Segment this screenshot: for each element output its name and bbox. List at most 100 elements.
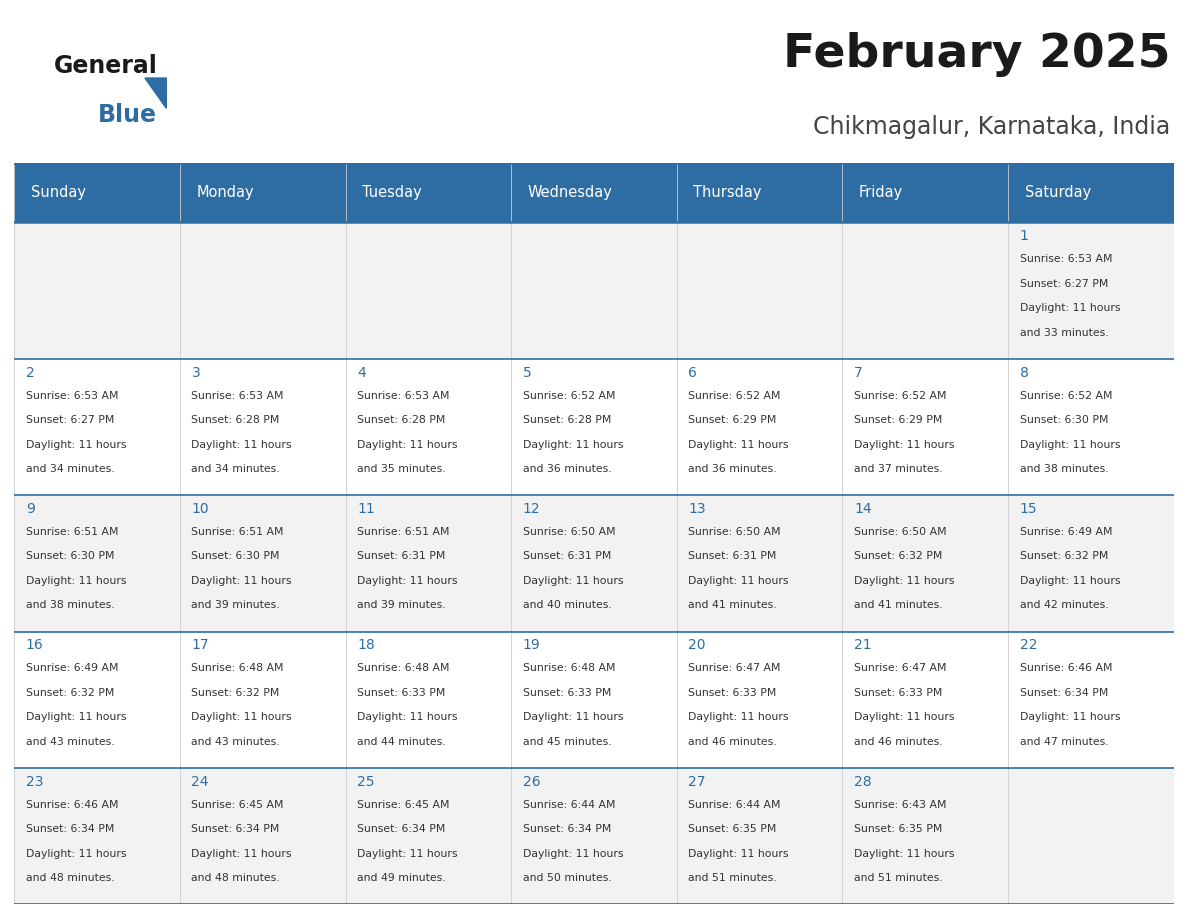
Text: 20: 20: [688, 638, 706, 653]
Text: and 33 minutes.: and 33 minutes.: [1019, 328, 1108, 338]
Text: 23: 23: [26, 775, 43, 789]
Bar: [346, 222, 511, 359]
Text: Sunset: 6:30 PM: Sunset: 6:30 PM: [26, 552, 114, 562]
Text: Sunset: 6:33 PM: Sunset: 6:33 PM: [688, 688, 777, 698]
Text: and 39 minutes.: and 39 minutes.: [358, 600, 446, 610]
Text: Daylight: 11 hours: Daylight: 11 hours: [688, 848, 789, 858]
Text: Sunrise: 6:47 AM: Sunrise: 6:47 AM: [688, 664, 781, 673]
Text: Thursday: Thursday: [694, 185, 762, 200]
Bar: [511, 495, 677, 632]
Text: Daylight: 11 hours: Daylight: 11 hours: [191, 712, 292, 722]
Bar: [511, 359, 677, 495]
Text: Daylight: 11 hours: Daylight: 11 hours: [1019, 303, 1120, 313]
Text: Daylight: 11 hours: Daylight: 11 hours: [523, 440, 624, 450]
Bar: [346, 359, 511, 495]
Text: and 36 minutes.: and 36 minutes.: [688, 464, 777, 474]
Text: 1: 1: [1019, 230, 1029, 243]
Text: Sunrise: 6:53 AM: Sunrise: 6:53 AM: [358, 391, 449, 400]
Bar: [1009, 495, 1174, 632]
Text: Sunrise: 6:52 AM: Sunrise: 6:52 AM: [854, 391, 947, 400]
Text: and 49 minutes.: and 49 minutes.: [358, 873, 446, 883]
Text: Sunday: Sunday: [31, 185, 86, 200]
Text: 24: 24: [191, 775, 209, 789]
Bar: [179, 359, 346, 495]
Text: Sunrise: 6:45 AM: Sunrise: 6:45 AM: [358, 800, 449, 810]
Text: Monday: Monday: [196, 185, 254, 200]
Bar: [14, 163, 1174, 222]
Text: Sunset: 6:28 PM: Sunset: 6:28 PM: [523, 415, 611, 425]
Bar: [179, 767, 346, 904]
Text: Sunset: 6:33 PM: Sunset: 6:33 PM: [523, 688, 611, 698]
Bar: [14, 495, 179, 632]
Text: Daylight: 11 hours: Daylight: 11 hours: [523, 576, 624, 586]
Text: and 48 minutes.: and 48 minutes.: [26, 873, 114, 883]
Bar: [842, 767, 1009, 904]
Text: Daylight: 11 hours: Daylight: 11 hours: [854, 848, 954, 858]
Bar: [511, 767, 677, 904]
Text: Daylight: 11 hours: Daylight: 11 hours: [523, 712, 624, 722]
Text: Blue: Blue: [97, 103, 157, 127]
Text: Sunset: 6:34 PM: Sunset: 6:34 PM: [523, 824, 611, 834]
Text: and 43 minutes.: and 43 minutes.: [191, 736, 280, 746]
Text: Daylight: 11 hours: Daylight: 11 hours: [523, 848, 624, 858]
Text: and 51 minutes.: and 51 minutes.: [854, 873, 943, 883]
Text: Sunrise: 6:48 AM: Sunrise: 6:48 AM: [358, 664, 449, 673]
Text: and 43 minutes.: and 43 minutes.: [26, 736, 114, 746]
Text: Sunrise: 6:51 AM: Sunrise: 6:51 AM: [191, 527, 284, 537]
Bar: [677, 359, 842, 495]
Text: and 34 minutes.: and 34 minutes.: [191, 464, 280, 474]
Text: Sunset: 6:35 PM: Sunset: 6:35 PM: [688, 824, 777, 834]
Text: Sunrise: 6:48 AM: Sunrise: 6:48 AM: [191, 664, 284, 673]
Text: Daylight: 11 hours: Daylight: 11 hours: [854, 712, 954, 722]
Text: Daylight: 11 hours: Daylight: 11 hours: [358, 576, 457, 586]
Bar: [1009, 359, 1174, 495]
Text: 11: 11: [358, 502, 375, 516]
Text: Wednesday: Wednesday: [527, 185, 613, 200]
Text: Sunrise: 6:53 AM: Sunrise: 6:53 AM: [26, 391, 119, 400]
Bar: [179, 632, 346, 767]
Text: Sunset: 6:27 PM: Sunset: 6:27 PM: [26, 415, 114, 425]
Text: Sunset: 6:34 PM: Sunset: 6:34 PM: [191, 824, 280, 834]
Bar: [842, 632, 1009, 767]
Bar: [346, 495, 511, 632]
Text: Sunrise: 6:50 AM: Sunrise: 6:50 AM: [854, 527, 947, 537]
Text: Sunset: 6:32 PM: Sunset: 6:32 PM: [1019, 552, 1108, 562]
Bar: [677, 495, 842, 632]
Text: 22: 22: [1019, 638, 1037, 653]
Text: 16: 16: [26, 638, 44, 653]
Text: Daylight: 11 hours: Daylight: 11 hours: [26, 848, 126, 858]
Text: Sunrise: 6:51 AM: Sunrise: 6:51 AM: [26, 527, 119, 537]
Text: Sunset: 6:33 PM: Sunset: 6:33 PM: [854, 688, 942, 698]
Text: Sunset: 6:29 PM: Sunset: 6:29 PM: [854, 415, 942, 425]
Text: Sunset: 6:32 PM: Sunset: 6:32 PM: [26, 688, 114, 698]
Text: Sunrise: 6:48 AM: Sunrise: 6:48 AM: [523, 664, 615, 673]
Text: Daylight: 11 hours: Daylight: 11 hours: [688, 712, 789, 722]
Text: Daylight: 11 hours: Daylight: 11 hours: [26, 576, 126, 586]
Text: Sunset: 6:29 PM: Sunset: 6:29 PM: [688, 415, 777, 425]
Text: Daylight: 11 hours: Daylight: 11 hours: [854, 576, 954, 586]
Bar: [677, 632, 842, 767]
Text: and 34 minutes.: and 34 minutes.: [26, 464, 114, 474]
Text: 26: 26: [523, 775, 541, 789]
Text: 2: 2: [26, 365, 34, 380]
Text: 4: 4: [358, 365, 366, 380]
Text: 28: 28: [854, 775, 872, 789]
Text: February 2025: February 2025: [783, 32, 1170, 77]
Text: Sunset: 6:30 PM: Sunset: 6:30 PM: [1019, 415, 1108, 425]
Text: Sunrise: 6:49 AM: Sunrise: 6:49 AM: [1019, 527, 1112, 537]
Text: 6: 6: [688, 365, 697, 380]
Text: Sunset: 6:31 PM: Sunset: 6:31 PM: [358, 552, 446, 562]
Text: Tuesday: Tuesday: [362, 185, 422, 200]
Text: and 48 minutes.: and 48 minutes.: [191, 873, 280, 883]
Text: 5: 5: [523, 365, 531, 380]
Text: Daylight: 11 hours: Daylight: 11 hours: [191, 848, 292, 858]
Text: 15: 15: [1019, 502, 1037, 516]
Text: Sunset: 6:34 PM: Sunset: 6:34 PM: [1019, 688, 1108, 698]
Text: Daylight: 11 hours: Daylight: 11 hours: [358, 712, 457, 722]
Text: and 46 minutes.: and 46 minutes.: [854, 736, 943, 746]
Text: 21: 21: [854, 638, 872, 653]
Text: and 47 minutes.: and 47 minutes.: [1019, 736, 1108, 746]
Bar: [346, 632, 511, 767]
Text: 13: 13: [688, 502, 706, 516]
Text: and 40 minutes.: and 40 minutes.: [523, 600, 612, 610]
